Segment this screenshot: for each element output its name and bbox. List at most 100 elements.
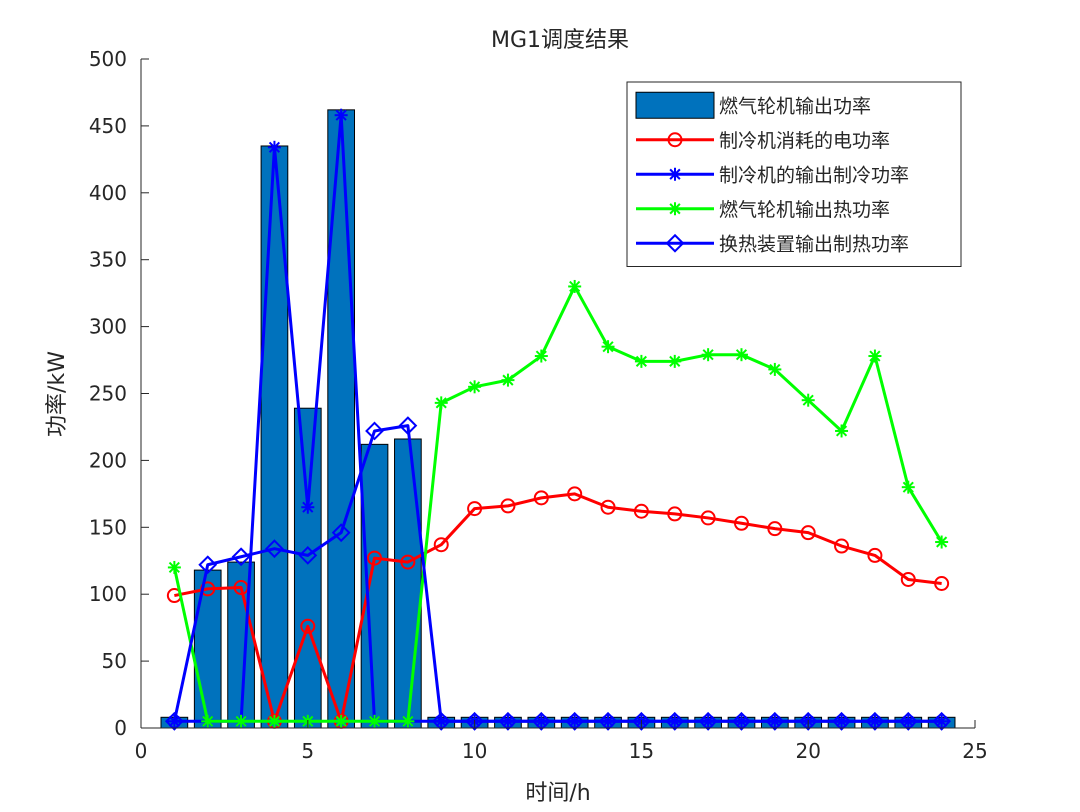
y-tick-label-200: 200 xyxy=(89,448,127,472)
series-line-1 xyxy=(174,492,942,723)
series-3-point-24 xyxy=(935,535,949,549)
x-tick-label-10: 10 xyxy=(462,739,487,763)
series-1-point-20 xyxy=(800,525,816,541)
x-tick-label-15: 15 xyxy=(629,739,654,763)
series-4-point-8 xyxy=(398,416,418,436)
series-4-point-13 xyxy=(565,711,585,731)
y-tick-label-250: 250 xyxy=(89,382,127,406)
series-4-point-12 xyxy=(531,711,551,731)
series-4-point-23 xyxy=(898,711,918,731)
series-1-point-10 xyxy=(467,501,483,517)
series-1-point-24 xyxy=(934,575,950,591)
legend-marker-1 xyxy=(667,132,683,148)
legend-marker-4 xyxy=(665,233,685,253)
series-1-point-13 xyxy=(567,486,583,502)
bar-8 xyxy=(394,438,422,729)
series-2-point-4 xyxy=(267,140,281,154)
y-axis-label: 功率/kW xyxy=(45,351,70,437)
series-4-point-6 xyxy=(331,523,351,543)
series-4-point-20 xyxy=(798,711,818,731)
legend-marker-2 xyxy=(668,167,682,181)
y-tick-label-350: 350 xyxy=(89,248,127,272)
bar-2 xyxy=(193,569,222,729)
series-3-point-20 xyxy=(801,393,815,407)
x-tick-label-25: 25 xyxy=(962,739,987,763)
series-4-point-11 xyxy=(498,711,518,731)
series-1-point-19 xyxy=(767,521,783,537)
y-tick-label-500: 500 xyxy=(89,47,127,71)
series-3-point-6 xyxy=(334,714,348,728)
series-3-point-19 xyxy=(768,362,782,376)
series-1-point-23 xyxy=(900,571,916,587)
bar-6 xyxy=(327,109,356,729)
series-3-point-10 xyxy=(468,380,482,394)
legend-label-2: 制冷机的输出制冷功率 xyxy=(719,164,909,186)
y-tick-label-100: 100 xyxy=(89,582,127,606)
series-4-point-9 xyxy=(431,711,451,731)
series-3-point-12 xyxy=(534,349,548,363)
plot-area xyxy=(160,108,956,731)
series-3-point-16 xyxy=(668,354,682,368)
series-4-point-22 xyxy=(865,711,885,731)
series-1-point-21 xyxy=(834,538,850,554)
series-1-point-14 xyxy=(600,499,616,515)
bar-5 xyxy=(293,407,322,729)
series-1-point-8 xyxy=(400,554,416,570)
legend-label-0: 燃气轮机输出功率 xyxy=(719,95,871,117)
series-2-point-6 xyxy=(334,108,348,122)
y-tick-label-300: 300 xyxy=(89,315,127,339)
series-1-point-18 xyxy=(733,515,749,531)
series-2-point-5 xyxy=(301,500,315,514)
series-3-point-9 xyxy=(434,396,448,410)
legend-label-4: 换热装置输出制热功率 xyxy=(719,233,909,255)
chart-title: MG1调度结果 xyxy=(491,28,629,53)
legend-label-1: 制冷机消耗的电功率 xyxy=(719,130,890,152)
series-1-point-16 xyxy=(667,506,683,522)
series-3-point-18 xyxy=(734,348,748,362)
series-4-point-21 xyxy=(832,711,851,731)
series-3-point-17 xyxy=(701,348,715,362)
y-tick-label-50: 50 xyxy=(102,649,127,673)
series-4-point-3 xyxy=(231,547,251,567)
legend-item-4: 换热装置输出制热功率 xyxy=(636,233,909,255)
series-3-point-2 xyxy=(201,714,215,728)
series-1-point-17 xyxy=(700,510,716,526)
series-4-point-7 xyxy=(365,421,384,441)
bar-7 xyxy=(360,443,389,729)
series-3-point-7 xyxy=(368,714,382,728)
series-4-point-10 xyxy=(465,711,485,731)
legend-item-2: 制冷机的输出制冷功率 xyxy=(636,164,909,186)
series-3-point-21 xyxy=(835,424,849,438)
series-4-point-15 xyxy=(631,711,651,731)
series-3-point-15 xyxy=(634,354,648,368)
series-1-point-12 xyxy=(533,490,549,506)
x-tick-label-5: 5 xyxy=(301,739,314,763)
x-tick-label-20: 20 xyxy=(795,739,820,763)
series-3-point-1 xyxy=(167,560,181,574)
legend-item-3: 燃气轮机输出热功率 xyxy=(636,199,890,221)
series-4-point-5 xyxy=(298,545,318,565)
series-3-point-11 xyxy=(501,373,515,387)
legend-swatch-0 xyxy=(635,91,715,119)
series-3-point-23 xyxy=(901,480,915,494)
legend-item-1: 制冷机消耗的电功率 xyxy=(636,130,890,152)
series-3-point-3 xyxy=(234,714,248,728)
series-4-point-4 xyxy=(265,539,284,559)
legend-item-0: 燃气轮机输出功率 xyxy=(635,91,871,119)
series-1-point-22 xyxy=(867,547,883,563)
series-line-3 xyxy=(172,284,943,723)
series-4-point-19 xyxy=(765,711,785,731)
series-3-point-4 xyxy=(267,714,281,728)
series-4-point-14 xyxy=(598,711,618,731)
legend-marker-3 xyxy=(668,202,682,216)
y-tick-label-0: 0 xyxy=(114,716,127,740)
series-4-point-2 xyxy=(198,555,218,575)
series-4-point-1 xyxy=(164,711,184,731)
series-4-point-17 xyxy=(698,711,718,731)
series-1-point-11 xyxy=(500,498,516,514)
series-3-point-13 xyxy=(568,279,582,293)
series-1-point-7 xyxy=(367,550,383,566)
series-4-point-16 xyxy=(665,711,685,731)
